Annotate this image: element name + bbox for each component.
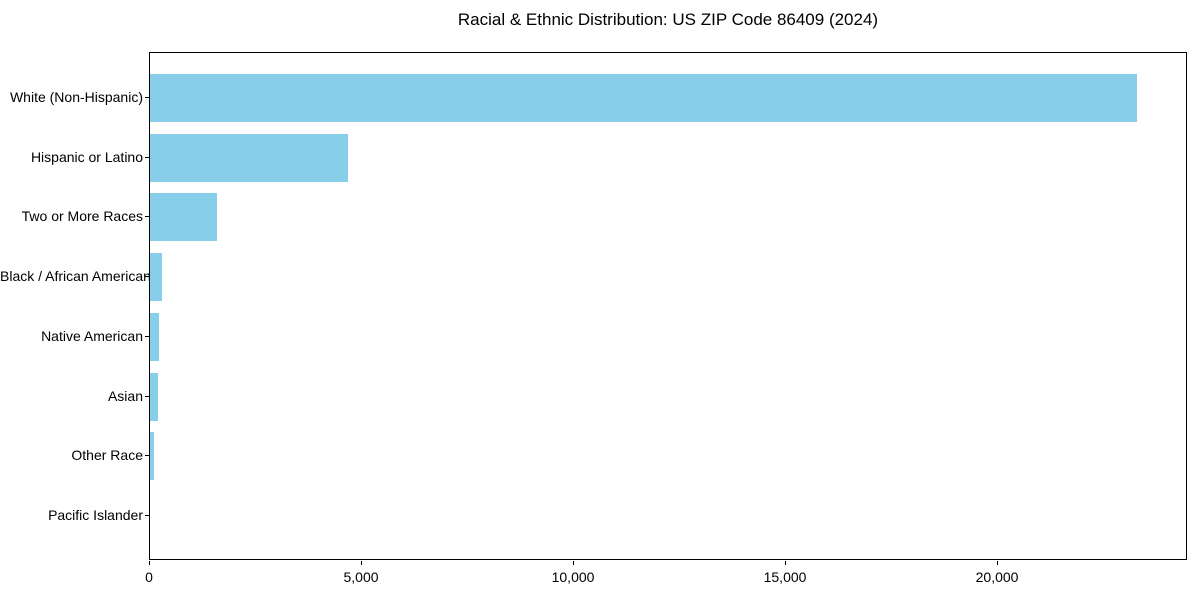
bar — [150, 74, 1138, 122]
chart-title: Racial & Ethnic Distribution: US ZIP Cod… — [457, 10, 879, 29]
bar — [150, 133, 349, 182]
y-axis-label: Hispanic or Latino — [30, 148, 143, 165]
x-tick-label: 10,000 — [551, 569, 595, 585]
y-axis-label: Black / African American — [0, 268, 151, 285]
y-tick-mark — [145, 515, 149, 516]
x-tick-mark — [997, 561, 999, 565]
bar — [150, 312, 160, 361]
y-tick-mark — [145, 97, 149, 98]
bar — [150, 253, 162, 302]
plot-area — [149, 52, 1187, 560]
x-tick-mark — [785, 561, 787, 565]
y-tick-mark — [145, 216, 149, 218]
y-axis-label: Other Race — [71, 447, 143, 464]
x-tick-mark — [149, 561, 150, 565]
y-tick-mark — [145, 395, 149, 397]
bar — [150, 372, 159, 421]
y-tick-mark — [145, 335, 149, 337]
y-tick-mark — [145, 455, 149, 457]
bar — [150, 193, 217, 242]
x-tick-label: 5,000 — [343, 569, 379, 585]
y-tick-mark — [145, 156, 149, 158]
x-tick-mark — [361, 561, 362, 565]
y-axis-label: Asian — [107, 387, 143, 404]
y-axis-label: Pacific Islander — [48, 507, 143, 523]
bar — [150, 432, 155, 481]
x-tick-label: 20,000 — [975, 569, 1019, 585]
y-tick-mark — [145, 276, 149, 278]
x-tick-label: 0 — [145, 569, 153, 585]
x-tick-label: 15,000 — [763, 569, 807, 585]
x-tick-mark — [573, 561, 575, 565]
y-axis-label: Native American — [41, 327, 143, 344]
y-axis-label: White (Non-Hispanic) — [9, 89, 143, 105]
y-axis-label: Two or More Races — [21, 208, 143, 225]
